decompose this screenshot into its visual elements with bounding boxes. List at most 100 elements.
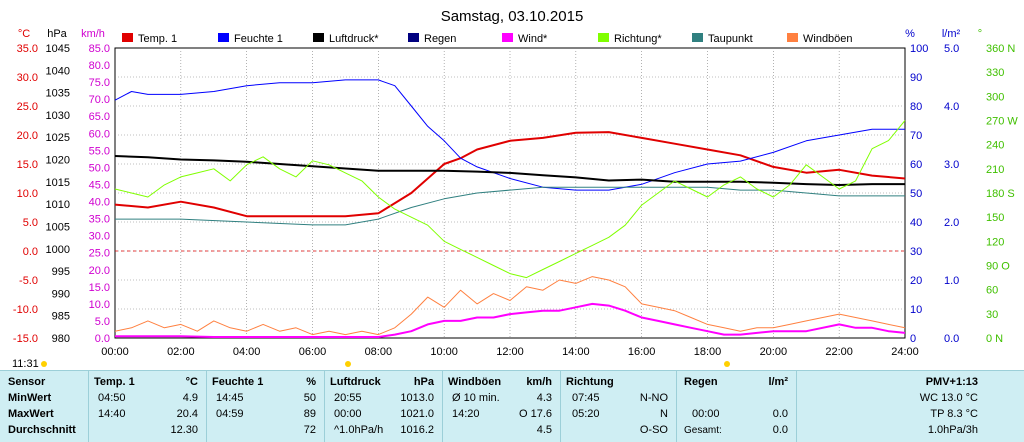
col-temp-avg: 12.30 xyxy=(170,424,198,436)
axis-unit-temp: °C xyxy=(18,28,30,40)
y-tick-temp: -5.0 xyxy=(19,275,38,287)
col-direction-min: N-NO xyxy=(639,392,668,404)
col-humidity-time-max: 04:59 xyxy=(216,408,244,420)
y-tick-hum: 60 xyxy=(910,159,922,171)
y-tick-hum: 70 xyxy=(910,130,922,142)
y-tick-wind: 75.0 xyxy=(89,77,110,89)
series-line-temp xyxy=(114,131,906,218)
x-tick-label: 20:00 xyxy=(760,346,788,358)
y-tick-press: 1035 xyxy=(46,88,70,100)
col-rain-time-max: 00:00 xyxy=(692,408,720,420)
col-gusts-time-max: 14:20 xyxy=(452,408,480,420)
row-label-avg: Durchschnitt xyxy=(8,424,76,436)
x-tick-label: 16:00 xyxy=(628,346,656,358)
y-tick-wind: 0.0 xyxy=(95,333,110,345)
col-humidity-time-min: 14:45 xyxy=(216,392,244,404)
y-tick-hum: 50 xyxy=(910,188,922,200)
y-tick-wind: 45.0 xyxy=(89,179,110,191)
legend-label: Wind* xyxy=(518,33,548,45)
grid xyxy=(115,48,905,338)
series-line-dew xyxy=(115,186,905,226)
col-humidity-max: 89 xyxy=(303,408,316,420)
row-label-min: MinWert xyxy=(8,392,52,404)
sunrise-icon xyxy=(41,361,47,367)
col-direction-header: Richtung xyxy=(566,376,614,388)
y-tick-hum: 80 xyxy=(910,101,922,113)
weather-chart: Samstag, 03.10.2015 Temp. 1 Feuchte 1 Luft… xyxy=(12,8,1018,370)
series-lines xyxy=(114,79,906,338)
x-tick-labels: 00:00 02:00 04:00 06:00 08:00 10:00 12:00 14:00… xyxy=(101,346,919,358)
col-rain-max: 0.0 xyxy=(772,408,788,420)
legend-swatch xyxy=(122,33,133,42)
y-tick-temp: 5.0 xyxy=(23,217,38,229)
col-gusts-header: Windböen xyxy=(448,376,502,388)
y-tick-hum: 30 xyxy=(910,246,922,258)
col-pressure-trend: ^1.0hPa/h xyxy=(334,424,384,436)
y-tick-rain: 2.0 xyxy=(944,217,959,229)
col-gusts-min: 4.3 xyxy=(536,392,552,404)
y-tick-hum: 100 xyxy=(910,43,928,55)
col-temp-min: 4.9 xyxy=(182,392,198,404)
col-pressure-max: 1021.0 xyxy=(400,408,434,420)
y-tick-temp: -10.0 xyxy=(13,304,38,316)
y-tick-dir: 30 xyxy=(986,309,998,321)
col-pressure: Luftdruck hPa 20:55 00:00 ^1.0hPa/h 1013… xyxy=(324,371,443,442)
y-tick-wind: 60.0 xyxy=(89,128,110,140)
col-humidity-min: 50 xyxy=(303,392,316,404)
axis-unit-wind: km/h xyxy=(81,28,105,40)
legend-label: Windböen xyxy=(803,33,853,45)
y-tick-hum: 0 xyxy=(910,333,916,345)
legend-swatch xyxy=(218,33,229,42)
legend-swatch xyxy=(692,33,703,42)
y-tick-dir: 330 xyxy=(986,67,1004,79)
col-temp: Temp. 1 °C 04:50 14:40 4.9 20.4 12.30 xyxy=(88,371,207,442)
col-pressure-avg: 1016.2 xyxy=(400,424,434,436)
col-rain-header: Regen xyxy=(684,376,718,388)
x-tick-label: 18:00 xyxy=(694,346,722,358)
y-tick-temp: 15.0 xyxy=(17,159,38,171)
y-tick-press: 990 xyxy=(52,288,70,300)
y-tick-wind: 20.0 xyxy=(89,265,110,277)
y-tick-dir: 0 N xyxy=(986,333,1003,345)
y-tick-wind: 55.0 xyxy=(89,145,110,157)
x-tick-label: 10:00 xyxy=(430,346,458,358)
series-line-press xyxy=(114,155,905,186)
y-tick-dir: 210 xyxy=(986,164,1004,176)
y-tick-wind: 50.0 xyxy=(89,162,110,174)
x-tick-label: 02:00 xyxy=(167,346,195,358)
col-direction-time-max: 05:20 xyxy=(572,408,600,420)
x-tick-label: 12:00 xyxy=(496,346,524,358)
axis-unit-dir: ° xyxy=(978,28,982,40)
col-direction-time-min: 07:45 xyxy=(572,392,600,404)
legend-label: Richtung* xyxy=(614,33,662,45)
col-rain: Regen l/m² 00:00 Gesamt: 0.0 0.0 xyxy=(676,371,797,442)
col-temp-max: 20.4 xyxy=(176,408,198,420)
y-tick-press: 995 xyxy=(52,266,70,278)
col-temp-time-min: 04:50 xyxy=(98,392,126,404)
y-tick-hum: 90 xyxy=(910,72,922,84)
y-tick-wind: 80.0 xyxy=(89,60,110,72)
series-line-wind xyxy=(115,302,906,338)
col-pressure-time-max: 00:00 xyxy=(334,408,362,420)
y-tick-dir: 180 S xyxy=(986,188,1015,200)
y-tick-dir: 300 xyxy=(986,91,1004,103)
y-tick-wind: 30.0 xyxy=(89,231,110,243)
y-tick-wind: 65.0 xyxy=(89,111,110,123)
col-gusts-unit: km/h xyxy=(526,376,552,388)
col-pressure-unit: hPa xyxy=(413,376,434,388)
col-temp-header: Temp. 1 xyxy=(94,376,135,388)
row-label-max: MaxWert xyxy=(8,408,54,420)
col-rain-total: 0.0 xyxy=(772,424,788,436)
y-tick-temp: 0.0 xyxy=(23,246,38,258)
col-humidity-header: Feuchte 1 xyxy=(212,376,264,388)
legend-label: Luftdruck* xyxy=(329,33,379,45)
y-tick-rain: 3.0 xyxy=(944,159,959,171)
col-pmv-tp: TP 8.3 °C xyxy=(930,408,978,420)
x-tick-label: 04:00 xyxy=(233,346,261,358)
y-tick-dir: 360 N xyxy=(986,43,1015,55)
series-line-hum xyxy=(114,79,905,191)
axis-titles: °C hPa km/h% l/m² ° xyxy=(18,28,982,40)
y-tick-press: 1040 xyxy=(46,65,70,77)
y-tick-dir: 90 O xyxy=(986,261,1010,273)
col-gusts: Windböen km/h Ø 10 min. 14:20 4.3 O 17.6… xyxy=(442,371,561,442)
